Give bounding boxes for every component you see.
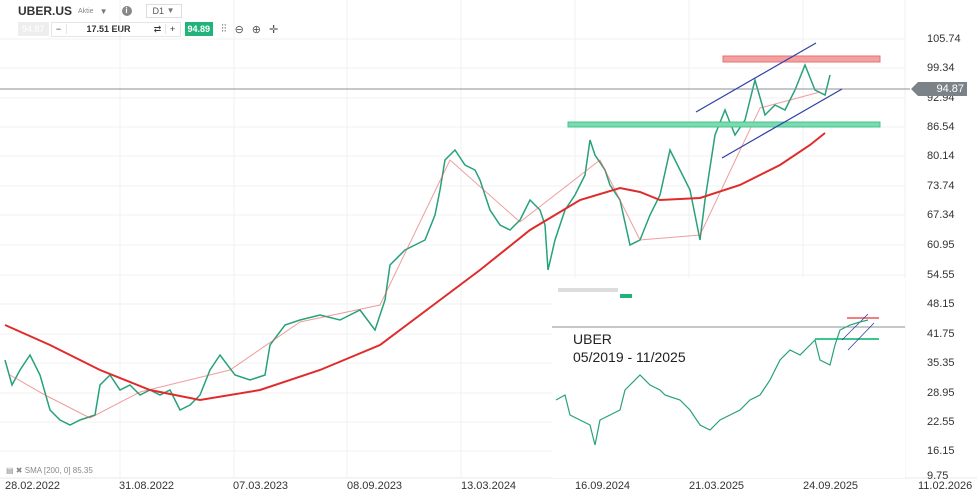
symbol-dropdown-icon[interactable]: ▼ <box>99 6 108 16</box>
current-price-tag: 94.87 <box>911 82 967 96</box>
indicator-remove-icon[interactable]: ✖ <box>15 466 23 475</box>
indicator-legend[interactable]: ▤ ✖ SMA [200, 0] 85.35 <box>6 466 93 475</box>
price-label: 67.34 <box>927 209 955 221</box>
increase-button[interactable]: + <box>164 24 180 34</box>
price-label: 99.34 <box>927 62 955 74</box>
channel-upper-line <box>695 42 817 113</box>
sell-button[interactable]: 94.87 <box>18 22 49 36</box>
timeframe-value: D1 <box>152 6 165 16</box>
price-label: 9.75 <box>927 470 949 482</box>
quantity-stepper[interactable]: − 17.51 EUR ⇄ + <box>50 21 181 37</box>
symbol-label[interactable]: UBER.US <box>18 4 73 18</box>
date-label: 08.09.2023 <box>347 480 403 492</box>
resistance-zone <box>722 55 881 63</box>
price-label: 16.15 <box>927 445 955 457</box>
price-label: 48.15 <box>927 298 955 310</box>
price-label: 22.55 <box>927 416 955 428</box>
zoom-in-icon[interactable]: ⊕ <box>251 23 261 36</box>
decrease-button[interactable]: − <box>52 24 67 34</box>
inset-period: 05/2019 - 11/2025 <box>573 349 686 365</box>
timeframe-select[interactable]: D1 ▼ <box>145 4 182 18</box>
date-label: 24.09.2025 <box>803 480 859 492</box>
price-label: 105.74 <box>927 33 961 45</box>
crosshair-icon[interactable]: ✛ <box>269 23 279 36</box>
price-label: 54.55 <box>927 269 955 281</box>
date-label: 11.02.2026 <box>918 480 973 492</box>
price-label: 86.54 <box>927 121 955 133</box>
inset-chart <box>552 278 905 478</box>
channel-lower-line <box>721 88 843 159</box>
chevron-down-icon: ▼ <box>166 6 175 15</box>
indicator-settings-icon[interactable]: ▤ <box>6 466 14 475</box>
price-label: 41.75 <box>927 328 955 340</box>
price-label: 60.95 <box>927 239 955 251</box>
price-label: 35.35 <box>927 357 955 369</box>
swap-icon[interactable]: ⇄ <box>153 23 162 34</box>
date-label: 31.08.2022 <box>119 480 175 492</box>
price-label: 73.74 <box>927 180 955 192</box>
buy-button[interactable]: 94.89 <box>184 22 214 36</box>
zoom-out-icon[interactable]: ⊖ <box>234 23 244 36</box>
inset-title: UBER <box>573 331 612 347</box>
date-label: 28.02.2022 <box>5 480 61 492</box>
date-label: 21.03.2025 <box>689 480 745 492</box>
toolbar: UBER.US Aktie ▼ i D1 ▼ 94.87 − 17.51 EUR … <box>0 0 880 40</box>
sma-200-line <box>4 132 826 402</box>
support-zone <box>567 121 881 128</box>
instrument-type: Aktie <box>78 7 94 15</box>
date-label: 13.03.2024 <box>461 480 517 492</box>
indicators-icon[interactable]: ⫶⫶ <box>221 22 227 35</box>
date-label: 16.09.2024 <box>575 480 631 492</box>
date-label: 07.03.2023 <box>233 480 289 492</box>
price-label: 28.95 <box>927 387 955 399</box>
price-axis[interactable]: 105.74 99.34 92.94 86.54 80.14 73.74 67.… <box>905 0 977 482</box>
quantity-input[interactable]: 17.51 EUR <box>86 24 131 34</box>
price-label: 80.14 <box>927 150 955 162</box>
indicator-label: SMA [200, 0] 85.35 <box>24 466 93 475</box>
inset-annotation: UBER 05/2019 - 11/2025 <box>573 330 686 366</box>
info-icon[interactable]: i <box>121 6 132 16</box>
